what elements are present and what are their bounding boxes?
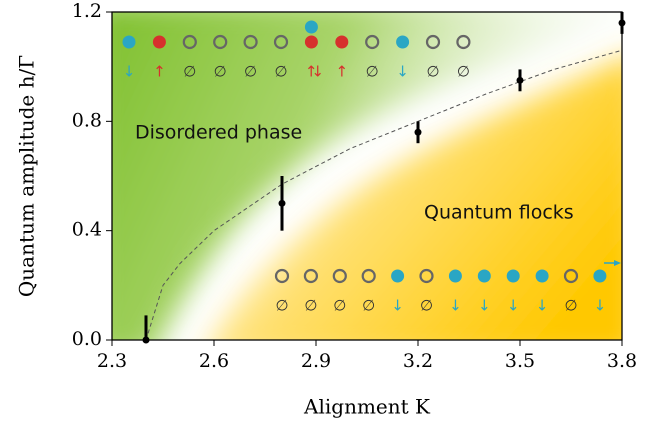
site-label: ∅	[362, 297, 375, 315]
site-label: ↓	[594, 297, 607, 315]
site	[535, 269, 549, 283]
y-axis-label: Quantum amplitude h/Γ	[15, 55, 39, 297]
site-label: ∅	[214, 63, 227, 81]
annotation: Disordered phase	[135, 122, 302, 144]
site	[304, 35, 318, 49]
y-tick-label: 1.2	[72, 0, 102, 22]
x-tick-label: 2.9	[301, 350, 331, 372]
frame	[111, 11, 623, 341]
site	[391, 269, 405, 283]
y-tick-label: 0.4	[72, 219, 102, 241]
site-label: ↑	[336, 63, 349, 81]
x-tick-label: 3.8	[607, 350, 637, 372]
direction-arrow-head	[614, 260, 621, 266]
x-tick-label: 2.6	[199, 350, 229, 372]
x-tick-label: 3.5	[505, 350, 535, 372]
site	[332, 268, 347, 284]
site	[448, 269, 462, 283]
site-label: ∅	[366, 63, 379, 81]
site	[506, 269, 520, 283]
y-tick-label: 0.0	[72, 328, 102, 350]
x-axis-label: Alignment K	[303, 395, 431, 419]
data-point	[414, 128, 422, 136]
site	[361, 268, 376, 284]
site	[396, 35, 410, 49]
site-label: ∅	[183, 63, 196, 81]
site-label: ↓	[396, 63, 409, 81]
site	[243, 34, 258, 50]
site-label: ∅	[457, 63, 470, 81]
site-label: ↑	[153, 63, 166, 81]
site-label: ∅	[420, 297, 433, 315]
site-label: ∅	[244, 63, 257, 81]
site-label: ∅	[426, 63, 439, 81]
site	[425, 34, 441, 50]
site-label: ↓	[507, 297, 520, 315]
site	[563, 268, 579, 284]
site-label: ↓	[536, 297, 549, 315]
fit-curve	[145, 49, 623, 341]
site	[593, 269, 607, 283]
site	[477, 269, 491, 283]
site-label: ∅	[274, 63, 287, 81]
site	[365, 34, 380, 50]
annotation: Quantum flocks	[424, 202, 574, 224]
x-tick-label: 2.3	[97, 350, 127, 372]
site-label: ∅	[564, 297, 577, 315]
data-point	[516, 76, 524, 84]
site	[274, 268, 290, 284]
site-label: ↓	[478, 297, 491, 315]
site	[122, 35, 136, 49]
site	[273, 34, 289, 50]
site	[304, 20, 318, 34]
site	[152, 35, 166, 49]
y-tick-label: 0.8	[72, 109, 102, 131]
site-label: ∅	[304, 297, 317, 315]
site	[456, 34, 471, 50]
site-label: ↓	[391, 297, 404, 315]
site-label: ∅	[275, 297, 288, 315]
data-point	[278, 199, 286, 207]
x-tick-label: 3.2	[403, 350, 433, 372]
site-label: ∅	[333, 297, 346, 315]
site-label: ↓	[449, 297, 462, 315]
site	[419, 268, 434, 284]
site	[213, 34, 228, 50]
site	[182, 34, 197, 50]
site	[303, 268, 318, 284]
site-label: ↓	[123, 63, 136, 81]
site	[335, 35, 349, 49]
